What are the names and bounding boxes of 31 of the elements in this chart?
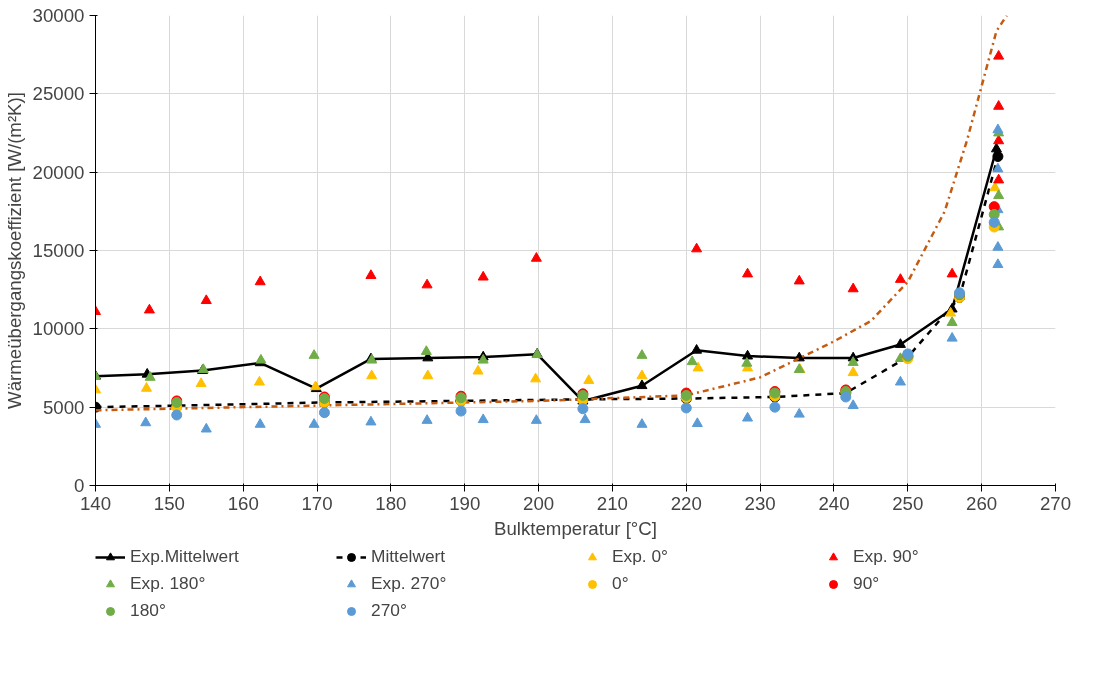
- x-tick-label: 180: [375, 492, 407, 514]
- legend-label: Exp. 90°: [853, 546, 920, 567]
- x-tick-label: 160: [227, 492, 259, 514]
- legend-label: Exp. 0°: [612, 546, 670, 567]
- x-tick-label: 270: [1039, 492, 1072, 514]
- x-tick-label: 240: [818, 492, 850, 514]
- y-tick-label: 15000: [32, 240, 85, 261]
- x-tick-label: 220: [670, 492, 702, 514]
- y-axis-title: Wärmeübergangskoeffizient [W/(m²K)]: [3, 92, 25, 409]
- legend-label: 90°: [853, 573, 881, 594]
- y-tick-label: 5000: [43, 396, 85, 418]
- legend-label: Exp. 270°: [371, 573, 448, 594]
- legend-label: Exp.Mittelwert: [130, 546, 240, 567]
- x-tick-label: 230: [744, 492, 776, 514]
- x-tick-label: 210: [596, 492, 628, 514]
- x-tick-label: 260: [966, 492, 998, 514]
- x-axis-title: Bulktemperatur [°C]: [494, 517, 658, 539]
- y-tick-label: 25000: [32, 83, 85, 105]
- y-tick-label: 10000: [32, 318, 85, 340]
- x-tick-label: 250: [892, 492, 924, 514]
- x-tick-label: 150: [153, 492, 185, 514]
- y-tick-label: 20000: [32, 161, 85, 183]
- legend-label: Mittelwert: [371, 546, 447, 567]
- legend-label: 270°: [371, 600, 408, 621]
- legend-label: 180°: [130, 600, 167, 621]
- legend-label: 0°: [612, 573, 630, 594]
- x-tick-label: 200: [523, 492, 555, 514]
- legend-label: Exp. 180°: [130, 573, 207, 594]
- x-tick-label: 190: [449, 492, 481, 514]
- x-tick-label: 170: [301, 492, 333, 514]
- y-tick-label: 30000: [32, 5, 85, 26]
